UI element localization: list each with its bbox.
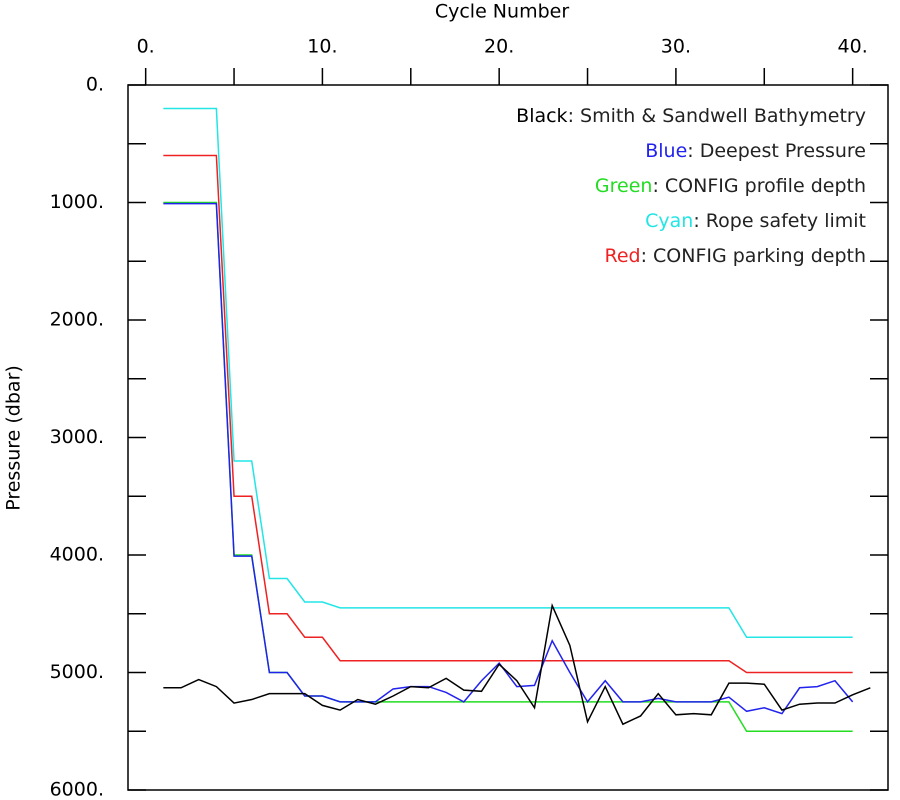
legend-entry: Cyan: Rope safety limit — [645, 210, 866, 232]
legend-entry: Black: Smith & Sandwell Bathymetry — [516, 105, 866, 127]
series-line — [163, 202, 854, 715]
y-tick-label: 5000. — [50, 661, 104, 683]
y-tick-label: 2000. — [50, 309, 104, 331]
x-tick-label: 0. — [137, 36, 155, 58]
y-axis-title: Pressure (dbar) — [3, 365, 25, 511]
y-tick-label: 3000. — [50, 426, 104, 448]
x-tick-label: 40. — [838, 36, 868, 58]
x-axis-title: Cycle Number — [435, 1, 569, 23]
x-tick-label: 20. — [484, 36, 514, 58]
y-tick-label: 1000. — [50, 191, 104, 213]
y-tick-label: 4000. — [50, 544, 104, 566]
y-tick-label: 6000. — [50, 779, 104, 800]
series-line — [163, 107, 853, 638]
y-tick-label: 0. — [86, 74, 104, 96]
x-tick-label: 10. — [307, 36, 337, 58]
x-tick-label: 30. — [661, 36, 691, 58]
series-line — [163, 154, 853, 674]
legend-entry: Blue: Deepest Pressure — [645, 140, 866, 162]
legend-entry: Red: CONFIG parking depth — [604, 245, 866, 267]
series-line — [163, 602, 871, 726]
legend-entry: Green: CONFIG profile depth — [595, 175, 866, 197]
